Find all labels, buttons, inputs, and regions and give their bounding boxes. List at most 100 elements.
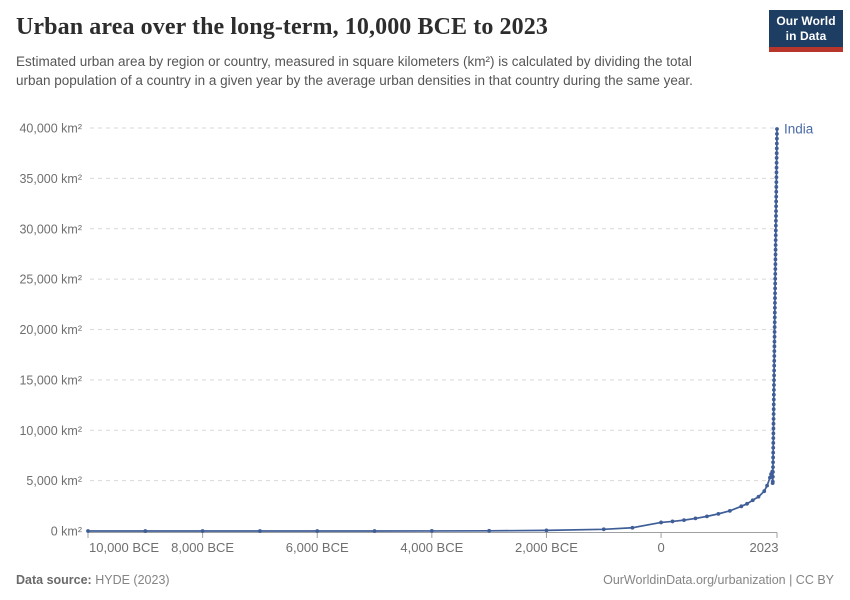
y-axis-tick-label: 15,000 km² bbox=[19, 373, 82, 387]
chart-footer: Data source: HYDE (2023) OurWorldinData.… bbox=[16, 573, 834, 587]
data-point bbox=[258, 529, 262, 533]
data-point bbox=[773, 301, 777, 305]
data-point bbox=[774, 194, 779, 199]
data-point bbox=[774, 165, 779, 170]
data-point bbox=[772, 339, 777, 344]
x-axis-tick-label: 0 bbox=[657, 540, 664, 555]
data-point bbox=[716, 511, 721, 516]
data-point bbox=[774, 180, 779, 185]
data-point bbox=[774, 146, 779, 151]
data-point bbox=[773, 286, 778, 291]
data-line-india bbox=[87, 128, 778, 532]
data-point bbox=[771, 470, 775, 474]
x-axis-tick-label: 10,000 BCE bbox=[89, 540, 159, 555]
data-point bbox=[771, 416, 776, 421]
data-point bbox=[315, 529, 320, 533]
data-point bbox=[771, 445, 776, 450]
data-point bbox=[772, 330, 777, 334]
data-point bbox=[773, 223, 778, 228]
owid-logo-text: Our World in Data bbox=[769, 10, 843, 47]
data-point bbox=[601, 527, 606, 532]
data-point bbox=[773, 276, 778, 281]
data-point bbox=[774, 199, 779, 204]
data-point bbox=[768, 475, 772, 480]
data-source-label: Data source: bbox=[16, 573, 92, 587]
data-point bbox=[771, 402, 776, 407]
x-axis-tick-label: 8,000 BCE bbox=[171, 540, 234, 555]
data-point bbox=[774, 170, 779, 175]
data-point bbox=[772, 325, 777, 329]
data-point bbox=[774, 189, 779, 194]
data-point bbox=[774, 218, 778, 223]
data-source: Data source: HYDE (2023) bbox=[16, 573, 170, 587]
data-point bbox=[775, 127, 779, 131]
data-point bbox=[773, 233, 778, 238]
data-point bbox=[772, 387, 776, 392]
data-point bbox=[774, 136, 779, 141]
data-point bbox=[750, 498, 755, 503]
data-source-value: HYDE (2023) bbox=[95, 573, 170, 587]
y-axis-tick-label: 35,000 km² bbox=[19, 172, 82, 186]
data-point bbox=[372, 529, 377, 533]
data-point bbox=[670, 519, 675, 524]
data-point bbox=[771, 436, 776, 441]
data-point bbox=[771, 460, 775, 465]
data-point bbox=[771, 450, 776, 455]
data-point bbox=[487, 528, 492, 533]
footer-credit-link[interactable]: OurWorldinData.org/urbanization | CC BY bbox=[603, 573, 834, 587]
data-point bbox=[774, 214, 778, 218]
data-point bbox=[773, 271, 778, 276]
owid-logo-line2: in Data bbox=[785, 28, 827, 43]
data-point bbox=[773, 296, 777, 300]
data-point bbox=[770, 474, 775, 479]
y-axis-tick-label: 25,000 km² bbox=[19, 273, 82, 287]
data-point bbox=[774, 185, 779, 189]
data-point bbox=[770, 479, 775, 484]
data-point bbox=[771, 407, 776, 412]
page-title: Urban area over the long-term, 10,000 BC… bbox=[16, 14, 548, 40]
data-point bbox=[771, 455, 775, 460]
line-chart-canvas[interactable]: 0 km² 5,000 km² 10,000 km² 15,000 km² 20,000… bbox=[0, 0, 850, 565]
data-point bbox=[772, 373, 776, 378]
x-axis-tick-label: 4,000 BCE bbox=[400, 540, 463, 555]
data-point bbox=[774, 151, 779, 156]
x-axis-tick-label: 2023 bbox=[750, 540, 779, 555]
y-axis-tick-label: 20,000 km² bbox=[19, 323, 82, 337]
data-point bbox=[682, 518, 686, 523]
y-axis-tick-label: 40,000 km² bbox=[19, 122, 82, 136]
data-point bbox=[771, 431, 776, 436]
owid-logo-red-bar bbox=[769, 47, 843, 52]
data-point bbox=[773, 228, 778, 233]
data-point bbox=[771, 441, 776, 445]
data-point bbox=[86, 529, 90, 533]
data-point bbox=[772, 358, 777, 363]
data-point bbox=[772, 349, 777, 354]
data-point bbox=[773, 243, 778, 247]
data-point bbox=[762, 489, 767, 494]
data-point bbox=[772, 305, 777, 310]
data-point bbox=[756, 494, 761, 499]
data-point bbox=[429, 529, 434, 533]
data-point bbox=[773, 238, 778, 243]
data-point bbox=[630, 525, 635, 530]
owid-logo[interactable]: Our World in Data bbox=[769, 10, 843, 52]
data-point bbox=[773, 291, 777, 296]
y-axis-tick-label: 10,000 km² bbox=[19, 424, 82, 438]
data-point bbox=[772, 354, 777, 358]
data-point bbox=[773, 257, 778, 262]
data-point bbox=[143, 529, 148, 533]
data-point bbox=[772, 310, 777, 315]
data-point bbox=[771, 421, 776, 426]
y-axis-tick-label: 5,000 km² bbox=[26, 474, 82, 488]
data-point bbox=[771, 392, 776, 397]
data-point bbox=[772, 315, 777, 320]
data-point bbox=[772, 383, 776, 387]
data-point bbox=[773, 252, 778, 257]
data-point bbox=[771, 397, 776, 402]
chart-subtitle: Estimated urban area by region or countr… bbox=[16, 54, 693, 89]
data-point bbox=[773, 267, 778, 271]
owid-logo-line1: Our World bbox=[776, 13, 836, 28]
data-point bbox=[705, 514, 709, 519]
y-axis-tick-label: 30,000 km² bbox=[19, 222, 82, 236]
